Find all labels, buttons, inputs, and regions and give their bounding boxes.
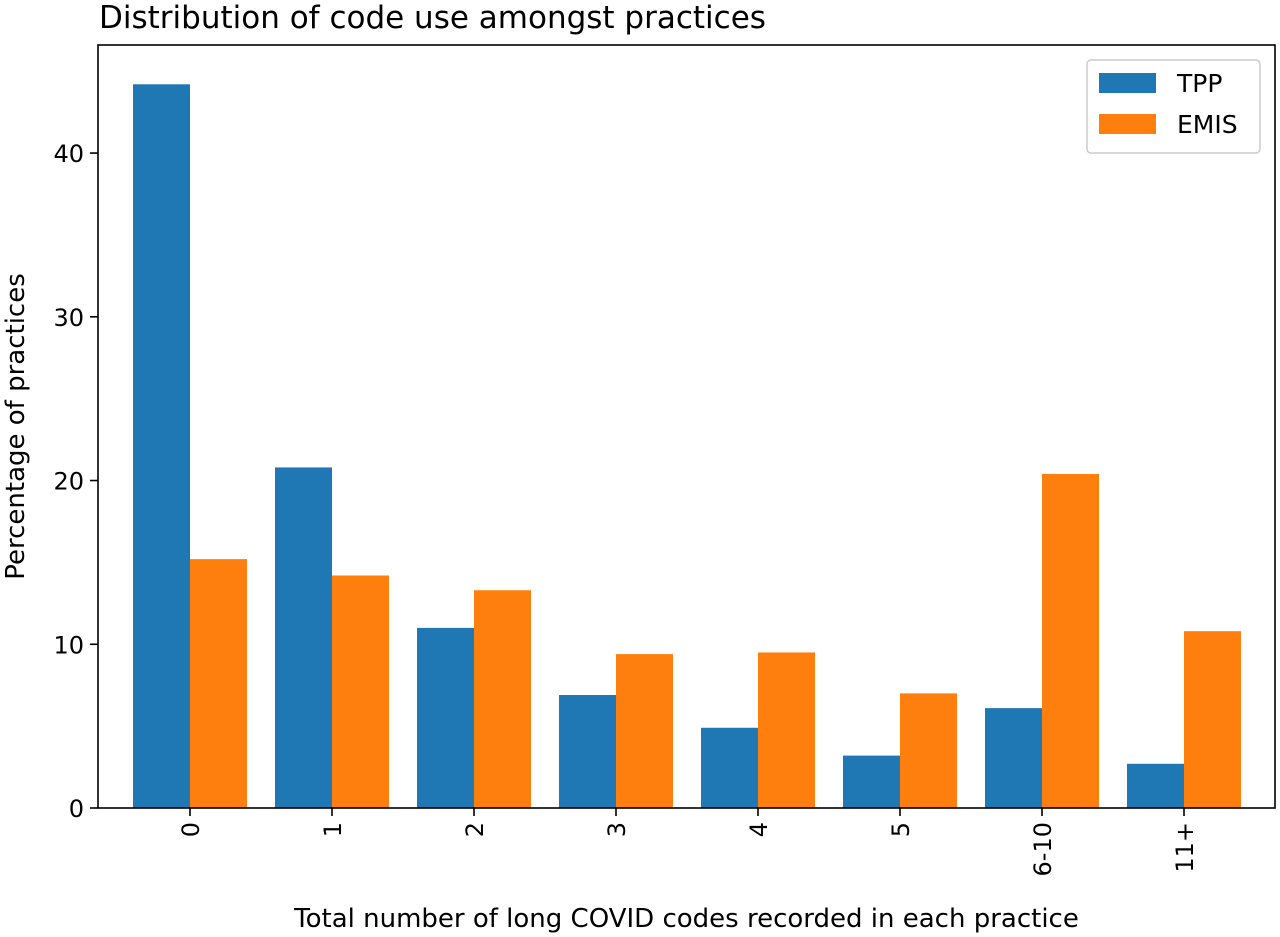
bar-tpp-1	[275, 467, 332, 808]
bar-emis-11+	[1184, 631, 1241, 808]
y-tick-label: 30	[53, 304, 84, 332]
bars-group	[133, 84, 1241, 808]
legend: TPP EMIS	[1086, 59, 1261, 154]
x-tick-label: 0	[177, 822, 205, 837]
x-tick-label: 5	[887, 822, 915, 837]
x-axis-ticks: 0 1 2 3 4 5 6-10 11+	[177, 808, 1199, 876]
y-tick-label: 40	[53, 140, 84, 168]
bar-tpp-2	[417, 627, 474, 808]
legend-swatch-emis	[1099, 114, 1156, 134]
x-tick-label: 2	[461, 822, 489, 837]
bar-emis-5	[900, 693, 957, 808]
plot-frame	[97, 44, 1276, 809]
x-tick-label: 4	[745, 822, 773, 837]
x-tick-label: 1	[319, 822, 347, 837]
bar-emis-0	[190, 559, 247, 808]
y-tick-label: 20	[53, 468, 84, 496]
bar-emis-1	[332, 575, 389, 808]
y-axis-label: Percentage of practices	[1, 273, 31, 580]
legend-label-tpp: TPP	[1176, 69, 1222, 98]
bar-tpp-3	[559, 695, 616, 808]
y-axis-ticks: 0 10 20 30 40	[53, 140, 98, 823]
bar-tpp-11+	[1127, 763, 1184, 808]
y-tick-label: 10	[53, 631, 84, 659]
x-tick-label: 11+	[1171, 822, 1199, 873]
bar-emis-2	[474, 590, 531, 808]
legend-swatch-tpp	[1099, 73, 1156, 93]
bar-tpp-0	[133, 84, 190, 808]
x-tick-label: 3	[603, 822, 631, 837]
bar-tpp-5	[843, 755, 900, 808]
bar-emis-6-10	[1042, 473, 1099, 808]
chart-title: Distribution of code use amongst practic…	[99, 0, 766, 36]
bar-tpp-4	[701, 727, 758, 808]
bar-tpp-6-10	[985, 708, 1042, 808]
x-tick-label: 6-10	[1029, 822, 1057, 876]
bar-emis-3	[616, 654, 673, 808]
y-tick-label: 0	[69, 795, 84, 823]
x-axis-label: Total number of long COVID codes recorde…	[293, 904, 1079, 934]
legend-label-emis: EMIS	[1177, 110, 1238, 139]
bar-emis-4	[758, 652, 815, 808]
